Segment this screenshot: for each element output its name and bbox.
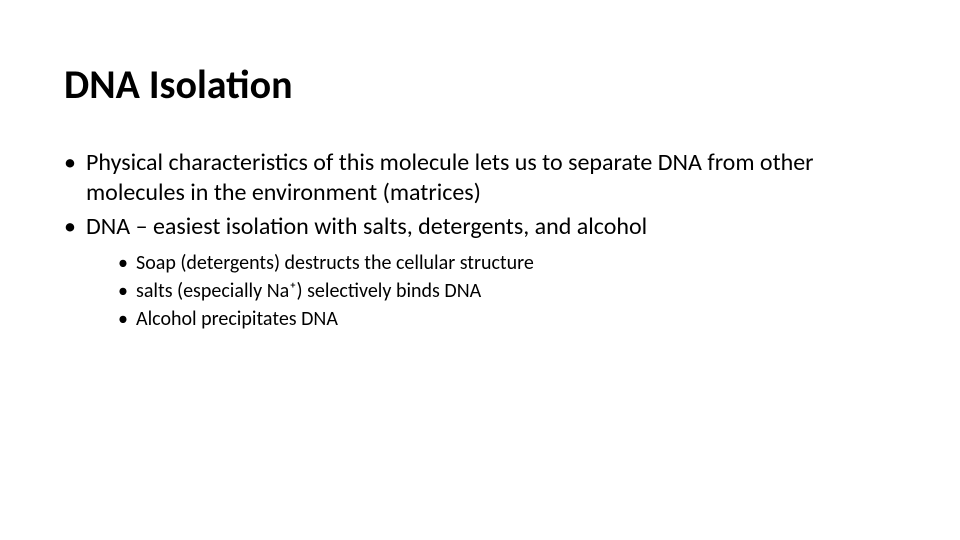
sub-bullet-list: Soap (detergents) destructs the cellular…: [86, 250, 896, 332]
sub-bullet-item: Alcohol precipitates DNA: [118, 306, 896, 332]
sub-bullet-item: Soap (detergents) destructs the cellular…: [118, 250, 896, 276]
slide-title: DNA Isolation: [64, 60, 293, 109]
bullet-item: DNA – easiest isolation with salts, dete…: [64, 212, 896, 332]
sub-bullet-item: salts (especially Na⁺) selectively binds…: [118, 278, 896, 304]
slide-body: Physical characteristics of this molecul…: [64, 148, 896, 336]
bullet-text: DNA – easiest isolation with salts, dete…: [86, 212, 647, 241]
bullet-text: Physical characteristics of this molecul…: [86, 148, 814, 207]
bullet-list: Physical characteristics of this molecul…: [64, 148, 896, 332]
bullet-item: Physical characteristics of this molecul…: [64, 148, 896, 208]
slide: DNA Isolation Physical characteristics o…: [0, 0, 960, 540]
